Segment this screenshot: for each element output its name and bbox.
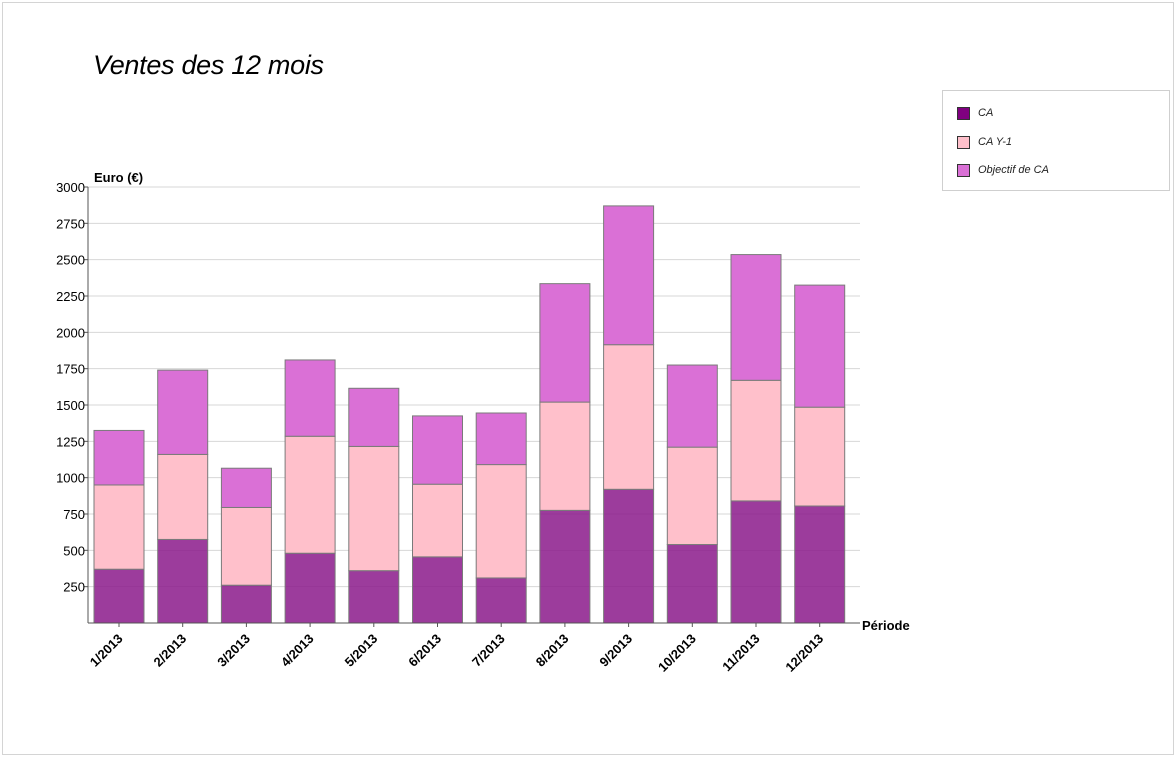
x-tick-label: 11/2013: [719, 631, 762, 674]
bar-segment-objectif-de-ca: [220, 467, 272, 508]
legend: CA CA Y-1 Objectif de CA: [942, 90, 1170, 191]
bar-segment-objectif-de-ca: [412, 415, 463, 485]
bar-segment-ca: [666, 544, 718, 624]
bar-segment-ca-y-1: [539, 401, 591, 511]
bar-segment-ca-y-1: [220, 506, 272, 586]
bar-segment-ca: [412, 556, 463, 624]
bar-segment-ca-y-1: [93, 484, 145, 570]
legend-label-ca: CA: [978, 107, 994, 119]
bar-segment-objectif-de-ca: [666, 364, 718, 448]
legend-item-objectif: Objectif de CA: [957, 162, 1049, 178]
legend-item-ca-y1: CA Y-1: [957, 134, 1012, 150]
y-tick-label: 2750: [56, 216, 85, 231]
bar-segment-ca-y-1: [412, 483, 463, 558]
bar-segment-ca: [348, 570, 400, 624]
legend-item-ca: CA: [957, 105, 993, 121]
bar-segment-objectif-de-ca: [603, 205, 655, 346]
x-axis-title: Période: [862, 618, 910, 633]
x-tick-label: 10/2013: [655, 631, 699, 675]
bars: [93, 205, 846, 624]
y-tick-label: 500: [63, 543, 85, 558]
bar-segment-ca: [539, 509, 591, 624]
bar-segment-objectif-de-ca: [348, 387, 400, 447]
x-tick-label: 5/2013: [342, 631, 381, 670]
bar-segment-objectif-de-ca: [794, 284, 846, 408]
y-tick-label: 750: [63, 507, 85, 522]
bar-segment-ca-y-1: [730, 379, 782, 502]
y-tick-label: 250: [63, 580, 85, 595]
bar-segment-objectif-de-ca: [475, 412, 527, 466]
y-tick-label: 2250: [56, 289, 85, 304]
bar-segment-ca: [93, 568, 145, 624]
x-tick-label: 6/2013: [405, 631, 444, 670]
legend-label-objectif: Objectif de CA: [978, 164, 1049, 176]
bar-segment-ca-y-1: [284, 435, 336, 554]
bar-segment-ca: [794, 505, 846, 624]
x-tick-label: 7/2013: [469, 631, 508, 670]
bar-segment-ca: [284, 552, 336, 624]
y-tick-label: 2000: [56, 325, 85, 340]
legend-swatch-ca-y1: [957, 135, 970, 149]
bar-segment-ca-y-1: [794, 406, 846, 507]
bar-segment-ca-y-1: [475, 464, 527, 579]
x-tick-label: 9/2013: [596, 631, 635, 670]
bar-segment-ca-y-1: [157, 453, 209, 540]
x-tick-label: 2/2013: [151, 631, 190, 670]
bar-segment-objectif-de-ca: [93, 429, 145, 486]
bar-segment-ca: [220, 584, 272, 624]
bar-segment-ca: [157, 538, 209, 624]
y-tick-label: 2500: [56, 253, 85, 268]
y-tick-label: 1500: [56, 398, 85, 413]
chart-title: Ventes des 12 mois: [93, 50, 324, 80]
x-tick-label: 12/2013: [782, 631, 826, 675]
y-axis-title: Euro (€): [94, 170, 143, 185]
x-tick-label: 1/2013: [87, 631, 126, 670]
bar-segment-ca-y-1: [603, 344, 655, 490]
y-tick-label: 1750: [56, 362, 85, 377]
legend-swatch-objectif: [957, 163, 970, 177]
bar-segment-ca-y-1: [666, 446, 718, 546]
bar-segment-objectif-de-ca: [539, 283, 591, 403]
legend-label-ca-y1: CA Y-1: [978, 136, 1013, 148]
bar-segment-ca: [603, 488, 655, 624]
bar-segment-objectif-de-ca: [157, 369, 209, 455]
x-tick-label: 4/2013: [278, 631, 317, 670]
bar-segment-ca: [730, 500, 782, 624]
y-tick-label: 3000: [56, 180, 85, 195]
bar-segment-objectif-de-ca: [284, 359, 336, 437]
legend-swatch-ca: [957, 106, 970, 120]
y-tick-label: 1000: [56, 471, 85, 486]
bar-segment-ca: [475, 577, 527, 624]
bar-segment-objectif-de-ca: [730, 254, 782, 381]
x-tick-label: 8/2013: [533, 631, 572, 670]
x-tick-label: 3/2013: [214, 631, 253, 670]
bar-segment-ca-y-1: [348, 445, 400, 572]
y-tick-label: 1250: [56, 434, 85, 449]
